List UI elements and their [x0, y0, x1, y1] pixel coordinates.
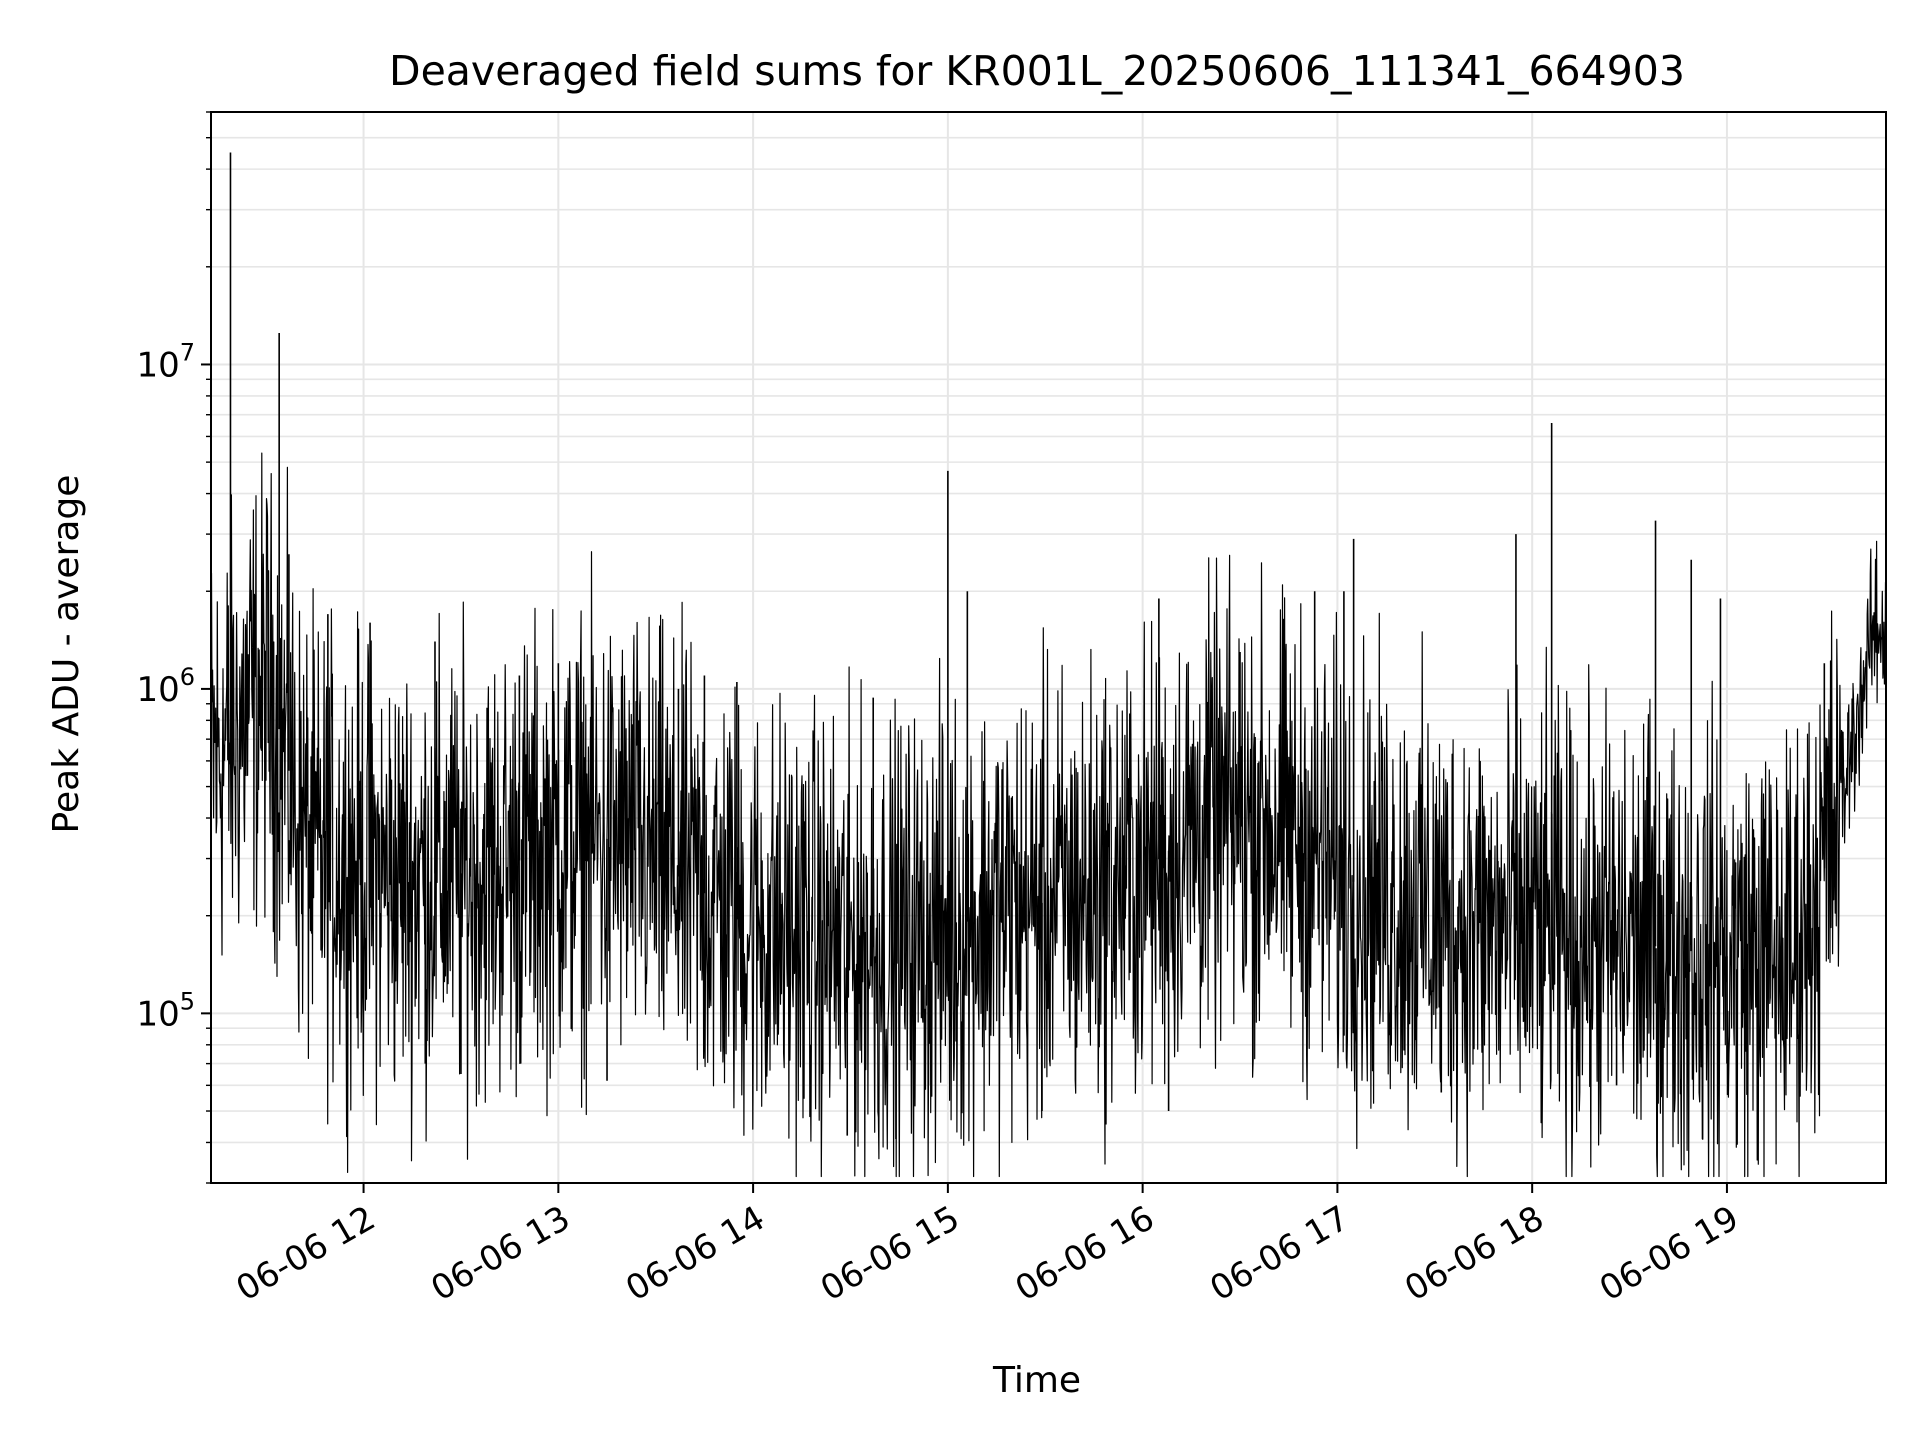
y-tick-exponent: 6: [180, 663, 195, 691]
y-tick-label: 105: [136, 987, 195, 1034]
data-series-line: [210, 452, 1887, 1178]
y-tick-base: 10: [136, 345, 179, 385]
plot-area: [211, 112, 1886, 1183]
y-tick-label: 106: [136, 663, 195, 710]
y-tick-base: 10: [136, 670, 179, 710]
y-tick-exponent: 5: [180, 987, 195, 1015]
y-tick-base: 10: [136, 994, 179, 1034]
y-tick-label: 107: [136, 338, 195, 385]
chart-title: Deaveraged field sums for KR001L_2025060…: [389, 47, 1685, 95]
y-axis-label: Peak ADU - average: [46, 475, 87, 834]
plot-frame: [210, 111, 1887, 1184]
y-tick-exponent: 7: [180, 338, 195, 366]
x-axis-label: Time: [992, 1360, 1081, 1401]
